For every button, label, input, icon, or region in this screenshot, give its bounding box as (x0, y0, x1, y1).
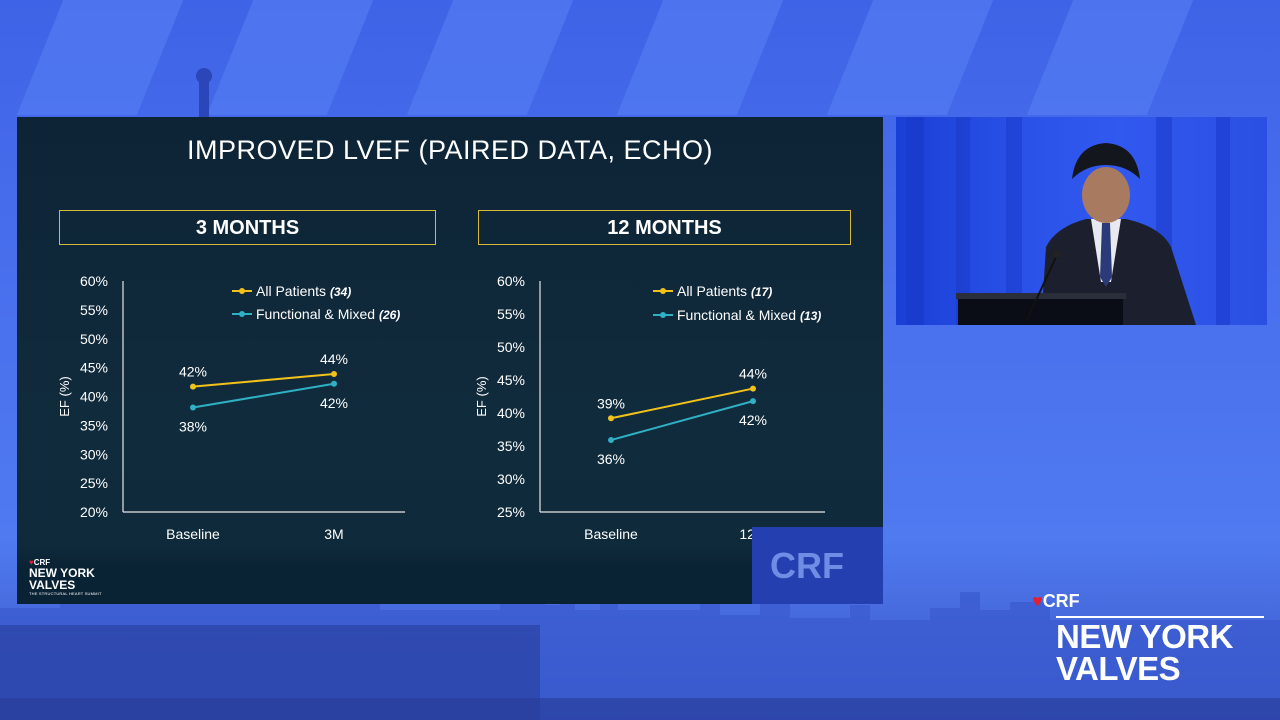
y-axis-title: EF (%) (474, 376, 489, 416)
legend-series-name: All Patients (677, 283, 751, 299)
event-logo-line2: VALVES (1056, 650, 1181, 687)
heart-icon: ♥ (29, 558, 34, 567)
legend-series-count: (34) (330, 285, 351, 299)
data-label: 42% (179, 364, 207, 380)
series-line (192, 372, 335, 388)
series-line (610, 400, 754, 442)
background-chevron (616, 0, 784, 115)
y-tick-label: 60% (497, 273, 525, 289)
y-tick-label: 35% (497, 438, 525, 454)
speaker-image (906, 117, 1230, 325)
y-tick-label: 30% (80, 446, 108, 462)
y-tick-label: 45% (497, 372, 525, 388)
y-tick-label: 60% (80, 273, 108, 289)
legend-swatch-marker (660, 312, 666, 318)
y-tick-label: 20% (80, 504, 108, 520)
data-point (750, 398, 756, 405)
legend-swatch-marker (239, 288, 245, 294)
legend-series-name: Functional & Mixed (256, 306, 379, 322)
data-label: 44% (739, 366, 767, 382)
legend-swatch-marker (239, 311, 245, 317)
crf-watermark: CRF (752, 527, 883, 604)
legend-series-name: Functional & Mixed (677, 307, 800, 323)
y-axis-title: EF (%) (57, 376, 72, 416)
legend-series-count: (13) (800, 309, 821, 323)
city-skyline (0, 580, 1280, 720)
x-category-label: Baseline (166, 526, 220, 542)
legend-entry: All Patients (17) (677, 283, 772, 299)
data-point (750, 385, 756, 392)
statue-silhouette (196, 68, 212, 118)
y-tick-label: 25% (80, 475, 108, 491)
series-line (192, 382, 335, 409)
slide-logo-crf: CRF (33, 558, 51, 567)
data-point (608, 415, 614, 422)
data-label: 42% (320, 395, 348, 411)
speaker-video (896, 117, 1267, 325)
data-label: 36% (597, 451, 625, 467)
data-point (190, 383, 196, 390)
logo-divider (1056, 616, 1264, 618)
data-label: 42% (739, 412, 767, 428)
legend-entry: Functional & Mixed (13) (677, 307, 821, 323)
data-label: 39% (597, 395, 625, 411)
y-tick-label: 35% (80, 417, 108, 433)
background-chevron (206, 0, 374, 115)
series-line (610, 387, 754, 420)
y-tick-label: 50% (80, 331, 108, 347)
data-label: 44% (320, 351, 348, 367)
y-tick-label: 55% (497, 306, 525, 322)
background-chevron (16, 0, 184, 115)
event-logo: ♥CRF NEW YORK VALVES (1032, 591, 1264, 685)
x-category-label: 3M (324, 526, 343, 542)
legend-entry: Functional & Mixed (26) (256, 306, 400, 322)
panel-title-3-months: 3 MONTHS (59, 210, 436, 245)
y-tick-label: 50% (497, 339, 525, 355)
data-point (331, 380, 337, 387)
y-tick-label: 40% (80, 389, 108, 405)
background-chevron (826, 0, 994, 115)
legend-series-count: (26) (379, 308, 400, 322)
legend-swatch-marker (660, 288, 666, 294)
slide-logo-tagline: THE STRUCTURAL HEART SUMMIT (29, 591, 102, 596)
slide-event-logo: ♥CRF NEW YORK VALVES THE STRUCTURAL HEAR… (29, 558, 102, 596)
event-logo-line1: NEW YORK (1056, 618, 1233, 655)
x-category-label: Baseline (584, 526, 638, 542)
panel-title-12-months: 12 MONTHS (478, 210, 851, 245)
presentation-slide: IMPROVED LVEF (PAIRED DATA, ECHO) 3 MONT… (17, 117, 883, 604)
slide-logo-line2: VALVES (29, 578, 76, 592)
legend-series-count: (17) (751, 285, 772, 299)
y-tick-label: 40% (497, 405, 525, 421)
y-tick-label: 25% (497, 504, 525, 520)
data-point (331, 370, 337, 377)
background-chevron (406, 0, 574, 115)
heart-icon: ♥ (1032, 591, 1043, 611)
y-tick-label: 45% (80, 360, 108, 376)
slide-footer-band (17, 544, 883, 604)
slide-logo-line1: NEW YORK (29, 566, 95, 580)
event-logo-crf: CRF (1042, 591, 1080, 611)
data-point (190, 404, 196, 411)
legend-entry: All Patients (34) (256, 283, 351, 299)
y-tick-label: 30% (497, 471, 525, 487)
data-point (608, 437, 614, 444)
data-label: 38% (179, 418, 207, 434)
slide-title: IMPROVED LVEF (PAIRED DATA, ECHO) (186, 135, 714, 165)
y-tick-label: 55% (80, 302, 108, 318)
legend-series-name: All Patients (256, 283, 330, 299)
background-chevron (1026, 0, 1194, 115)
